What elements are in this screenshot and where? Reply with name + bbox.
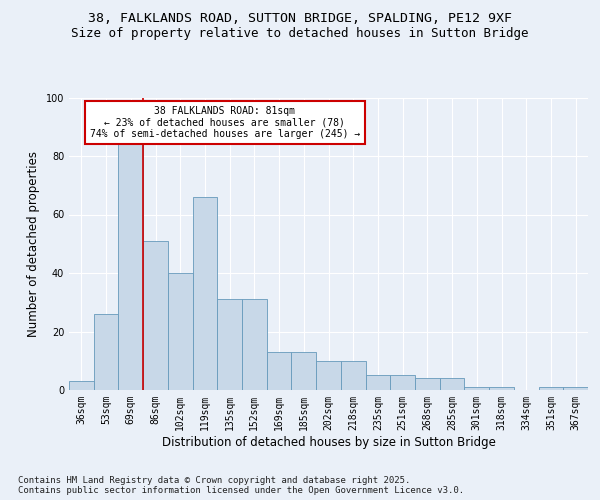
Y-axis label: Number of detached properties: Number of detached properties bbox=[27, 151, 40, 337]
Bar bbox=[267, 352, 292, 390]
Bar bbox=[464, 387, 489, 390]
Bar bbox=[440, 378, 464, 390]
Bar bbox=[94, 314, 118, 390]
Bar bbox=[390, 376, 415, 390]
X-axis label: Distribution of detached houses by size in Sutton Bridge: Distribution of detached houses by size … bbox=[161, 436, 496, 448]
Bar bbox=[143, 241, 168, 390]
Bar bbox=[341, 361, 365, 390]
Bar bbox=[563, 387, 588, 390]
Bar bbox=[292, 352, 316, 390]
Bar bbox=[118, 144, 143, 390]
Bar bbox=[242, 300, 267, 390]
Bar bbox=[489, 387, 514, 390]
Text: Size of property relative to detached houses in Sutton Bridge: Size of property relative to detached ho… bbox=[71, 28, 529, 40]
Bar bbox=[539, 387, 563, 390]
Bar bbox=[217, 300, 242, 390]
Bar bbox=[69, 381, 94, 390]
Bar bbox=[365, 376, 390, 390]
Text: 38 FALKLANDS ROAD: 81sqm
← 23% of detached houses are smaller (78)
74% of semi-d: 38 FALKLANDS ROAD: 81sqm ← 23% of detach… bbox=[89, 106, 360, 140]
Bar bbox=[316, 361, 341, 390]
Bar bbox=[415, 378, 440, 390]
Text: 38, FALKLANDS ROAD, SUTTON BRIDGE, SPALDING, PE12 9XF: 38, FALKLANDS ROAD, SUTTON BRIDGE, SPALD… bbox=[88, 12, 512, 26]
Bar bbox=[193, 197, 217, 390]
Text: Contains HM Land Registry data © Crown copyright and database right 2025.
Contai: Contains HM Land Registry data © Crown c… bbox=[18, 476, 464, 495]
Bar bbox=[168, 273, 193, 390]
